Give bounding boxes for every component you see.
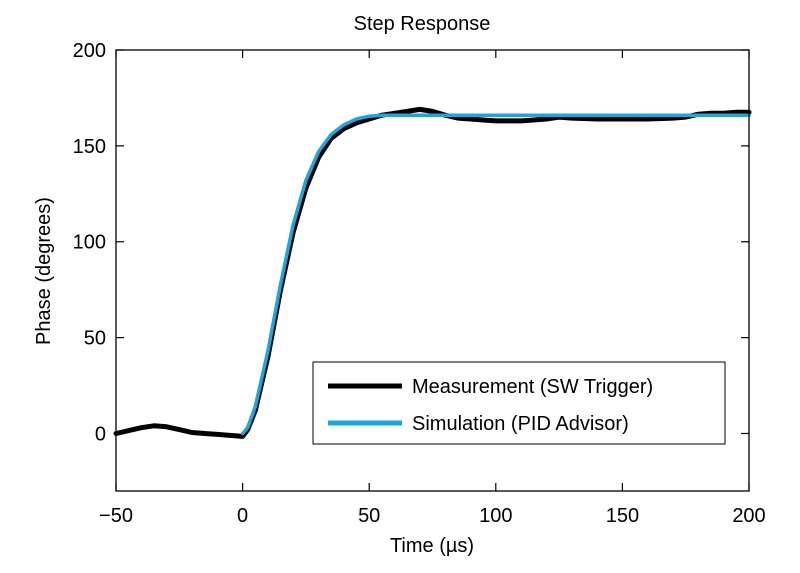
series-line-measurement [113,106,752,439]
legend-box [312,361,726,445]
x-axis-label: Time (µs) [390,535,474,557]
y-tick-label: 150 [73,136,106,158]
y-tick-label: 50 [84,328,106,350]
y-tick-label: 0 [95,423,106,445]
y-tick-label: 200 [73,40,106,62]
x-tick-label: 0 [237,505,248,527]
x-tick-label: 50 [358,505,380,527]
x-tick-label: 100 [479,505,512,527]
legend-label-simulation: Simulation (PID Advisor) [412,413,629,435]
y-axis-label: Phase (degrees) [33,197,55,345]
x-tick-label: −50 [99,505,133,527]
series-layer [113,106,752,439]
chart-title: Step Response [354,13,491,35]
legend-label-measurement: Measurement (SW Trigger) [412,376,653,398]
x-tick-label: 150 [606,505,639,527]
axes-box [115,49,750,492]
x-tick-label: 200 [732,505,765,527]
y-tick-label: 100 [73,232,106,254]
legend: Measurement (SW Trigger) Simulation (PID… [312,361,726,445]
series-line-simulation [240,113,751,436]
ticks-layer: −50 0 50 100 150 200 0 50 100 150 200 [73,40,766,527]
